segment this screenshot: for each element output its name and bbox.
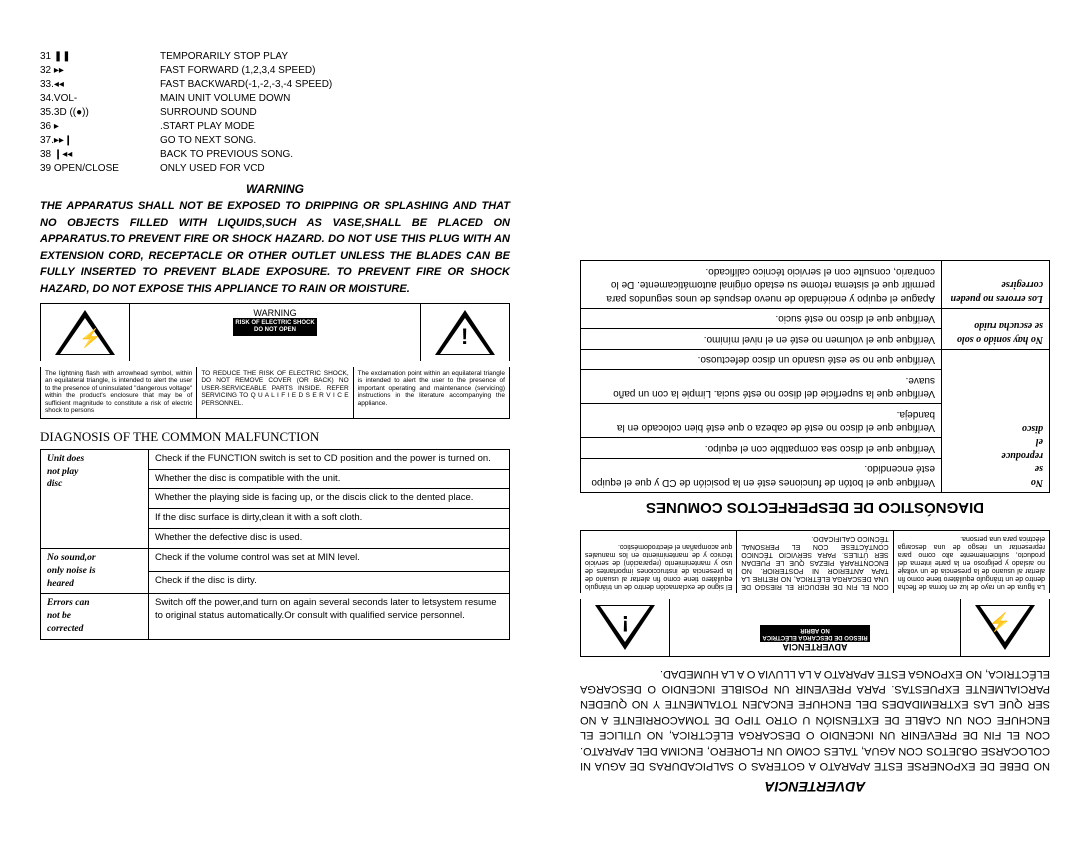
exclaim-triangle-icon: ! xyxy=(581,599,669,656)
diagnosis-table-es: NosereproduceeldiscoVerifique que el bot… xyxy=(580,260,1050,493)
function-desc: FAST FORWARD (1,2,3,4 SPEED) xyxy=(160,64,510,78)
box-warning-label: WARNING xyxy=(134,308,416,318)
diag-symptom: No sound,oronly noise isheared xyxy=(41,549,149,594)
function-number: 35.3D ((●)) xyxy=(40,106,160,120)
box-left-text: The lightning flash with arrowhead symbo… xyxy=(41,367,196,418)
function-number: 38 ❙◂◂ xyxy=(40,148,160,162)
left-page: 31 ❚❚TEMPORARILY STOP PLAY32 ▸▸FAST FORW… xyxy=(0,0,540,845)
diagnosis-title: DIAGNOSIS OF THE COMMON MALFUNCTION xyxy=(40,429,510,445)
box-mid-text-es: CON EL FIN DE REDUCIR EL RIESGO DE UNA D… xyxy=(736,531,893,593)
advertencia-body: NO DEBE DE EXPONERSE ESTE APARATO A GOTE… xyxy=(580,665,1050,773)
diag-remedy: Apague el equipo y enciéndalo de nuevo d… xyxy=(581,261,941,308)
box-right-text-es: El signo de exclamación dentro de un tri… xyxy=(581,531,736,593)
diag-symptom: Nosereproduceeldisco xyxy=(941,349,1049,492)
warning-icon-row: ⚡ WARNING RISK OF ELECTRIC SHOCK DO NOT … xyxy=(40,303,510,361)
warning-triple-box: The lightning flash with arrowhead symbo… xyxy=(40,367,510,419)
function-row: 31 ❚❚TEMPORARILY STOP PLAY xyxy=(40,50,510,64)
warning-triple-box-es: La figura de un rayo de luz en forma de … xyxy=(580,530,1050,593)
function-number: 39 OPEN/CLOSE xyxy=(40,162,160,176)
box-mid-text: TO REDUCE THE RISK OF ELECTRIC SHOCK, DO… xyxy=(196,367,353,418)
warning-icon-row-es: ⚡ ADVERTENCIA RIESGO DE DESCARGA ELÉCTRI… xyxy=(580,599,1050,657)
box-left-text-es: La figura de un rayo de luz en forma de … xyxy=(894,531,1049,593)
function-row: 35.3D ((●))SURROUND SOUND xyxy=(40,106,510,120)
function-number: 34.VOL- xyxy=(40,92,160,106)
box-warning-label-es: ADVERTENCIA xyxy=(674,642,956,652)
warning-body: THE APPARATUS SHALL NOT BE EXPOSED TO DR… xyxy=(40,198,510,297)
function-desc: GO TO NEXT SONG. xyxy=(160,134,510,148)
advertencia-title: ADVERTENCIA xyxy=(580,779,1050,795)
diag-remedy: Check if the FUNCTION switch is set to C… xyxy=(149,450,509,470)
diag-remedy: Verifique que el botón de funciones esté… xyxy=(581,458,941,492)
function-row: 38 ❙◂◂BACK TO PREVIOUS SONG. xyxy=(40,148,510,162)
risk-black-box: RISK OF ELECTRIC SHOCK DO NOT OPEN xyxy=(233,318,316,335)
function-row: 33.◂◂FAST BACKWARD(-1,-2,-3,-4 SPEED) xyxy=(40,78,510,92)
diag-symptom: Unit doesnot playdisc xyxy=(41,450,149,549)
right-page: ADVERTENCIA NO DEBE DE EXPONERSE ESTE AP… xyxy=(540,0,1080,845)
diag-remedy: Whether the defective disc is used. xyxy=(149,529,509,549)
function-number: 32 ▸▸ xyxy=(40,64,160,78)
diag-remedy: Whether the playing side is facing up, o… xyxy=(149,489,509,509)
diag-remedy: Verifique que el disco no esté sucio. xyxy=(581,308,941,329)
diag-remedy: Verifique que el disco sea compatible co… xyxy=(581,437,941,458)
bolt-triangle-icon: ⚡ xyxy=(41,304,129,361)
diag-remedy: Verifique que el volumen no esté en el n… xyxy=(581,328,941,349)
function-number: 36 ▸ xyxy=(40,120,160,134)
box-right-text: The exclamation point within an equilate… xyxy=(354,367,509,418)
function-desc: .START PLAY MODE xyxy=(160,120,510,134)
function-row: 39 OPEN/CLOSEONLY USED FOR VCD xyxy=(40,162,510,176)
function-row: 32 ▸▸FAST FORWARD (1,2,3,4 SPEED) xyxy=(40,64,510,78)
function-desc: MAIN UNIT VOLUME DOWN xyxy=(160,92,510,106)
diag-symptom: Los errores no pueden corregirse xyxy=(941,261,1049,308)
function-row: 37.▸▸❙GO TO NEXT SONG. xyxy=(40,134,510,148)
diag-remedy: Verifique que no se esté usando un disco… xyxy=(581,349,941,370)
diag-symptom: No hay sonido o solo se escucha ruido xyxy=(941,308,1049,349)
diag-symptom: Errors cannot becorrected xyxy=(41,594,149,638)
risk-black-box-es: RIESGO DE DESCARGA ELÉCTRICA NO ABRIR xyxy=(760,625,869,642)
warning-title: WARNING xyxy=(40,182,510,196)
function-row: 34.VOL-MAIN UNIT VOLUME DOWN xyxy=(40,92,510,106)
function-desc: SURROUND SOUND xyxy=(160,106,510,120)
diagnosis-table: Unit doesnot playdiscCheck if the FUNCTI… xyxy=(40,449,510,640)
function-desc: FAST BACKWARD(-1,-2,-3,-4 SPEED) xyxy=(160,78,510,92)
function-desc: ONLY USED FOR VCD xyxy=(160,162,510,176)
function-list: 31 ❚❚TEMPORARILY STOP PLAY32 ▸▸FAST FORW… xyxy=(40,50,510,176)
diag-remedy: If the disc surface is dirty,clean it wi… xyxy=(149,509,509,529)
page-container: 31 ❚❚TEMPORARILY STOP PLAY32 ▸▸FAST FORW… xyxy=(0,0,1080,845)
diag-remedy: Check if the disc is dirty. xyxy=(149,572,509,595)
diag-remedy: Check if the volume control was set at M… xyxy=(149,549,509,572)
exclaim-triangle-icon: ! xyxy=(421,304,509,361)
function-row: 36 ▸.START PLAY MODE xyxy=(40,120,510,134)
diag-remedy: Switch off the power,and turn on again s… xyxy=(149,594,509,638)
function-number: 33.◂◂ xyxy=(40,78,160,92)
diag-remedy: Verifique que la superficie del disco no… xyxy=(581,369,941,403)
function-desc: TEMPORARILY STOP PLAY xyxy=(160,50,510,64)
function-number: 37.▸▸❙ xyxy=(40,134,160,148)
diag-remedy: Whether the disc is compatible with the … xyxy=(149,470,509,490)
function-desc: BACK TO PREVIOUS SONG. xyxy=(160,148,510,162)
diagnosis-title-es: DIAGNÓSTICO DE DESPERFECTOS COMUNES xyxy=(580,499,1050,516)
diag-remedy: Verifique que el disco no esté de cabeza… xyxy=(581,403,941,437)
function-number: 31 ❚❚ xyxy=(40,50,160,64)
bolt-triangle-icon: ⚡ xyxy=(961,599,1049,656)
